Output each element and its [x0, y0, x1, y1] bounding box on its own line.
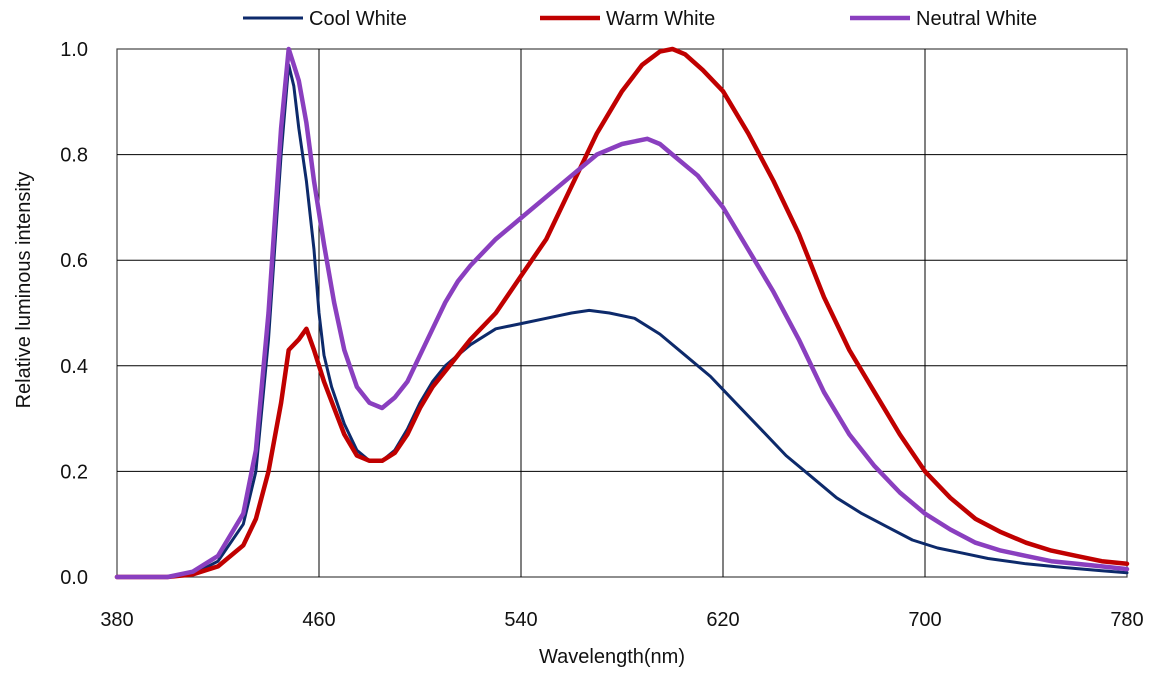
y-tick-label: 0.2	[60, 461, 88, 483]
x-tick-label: 380	[100, 609, 133, 631]
y-tick-label: 0.0	[60, 567, 88, 589]
y-tick-labels: 0.0 0.2 0.4 0.6 0.8 1.0	[60, 39, 88, 589]
series-line-warm-white	[114, 46, 1130, 580]
y-axis-title: Relative luminous intensity	[13, 172, 35, 409]
gridlines	[117, 49, 1127, 577]
x-tick-labels: 380 460 540 620 700 780	[100, 609, 1143, 631]
legend: Cool White Warm White Neutral White	[243, 8, 1037, 30]
series-lines	[114, 46, 1130, 580]
x-tick-label: 620	[706, 609, 739, 631]
x-axis-title: Wavelength(nm)	[539, 646, 685, 668]
legend-label: Warm White	[606, 8, 715, 30]
series-line-neutral-white	[114, 46, 1130, 580]
legend-label: Cool White	[309, 8, 407, 30]
x-tick-label: 540	[504, 609, 537, 631]
y-tick-label: 0.4	[60, 356, 88, 378]
y-tick-label: 0.8	[60, 145, 88, 167]
legend-label: Neutral White	[916, 8, 1037, 30]
plot-area	[116, 48, 1128, 578]
x-tick-label: 780	[1110, 609, 1143, 631]
y-tick-label: 0.6	[60, 250, 88, 272]
y-tick-label: 1.0	[60, 39, 88, 61]
x-tick-label: 460	[302, 609, 335, 631]
x-tick-label: 700	[908, 609, 941, 631]
